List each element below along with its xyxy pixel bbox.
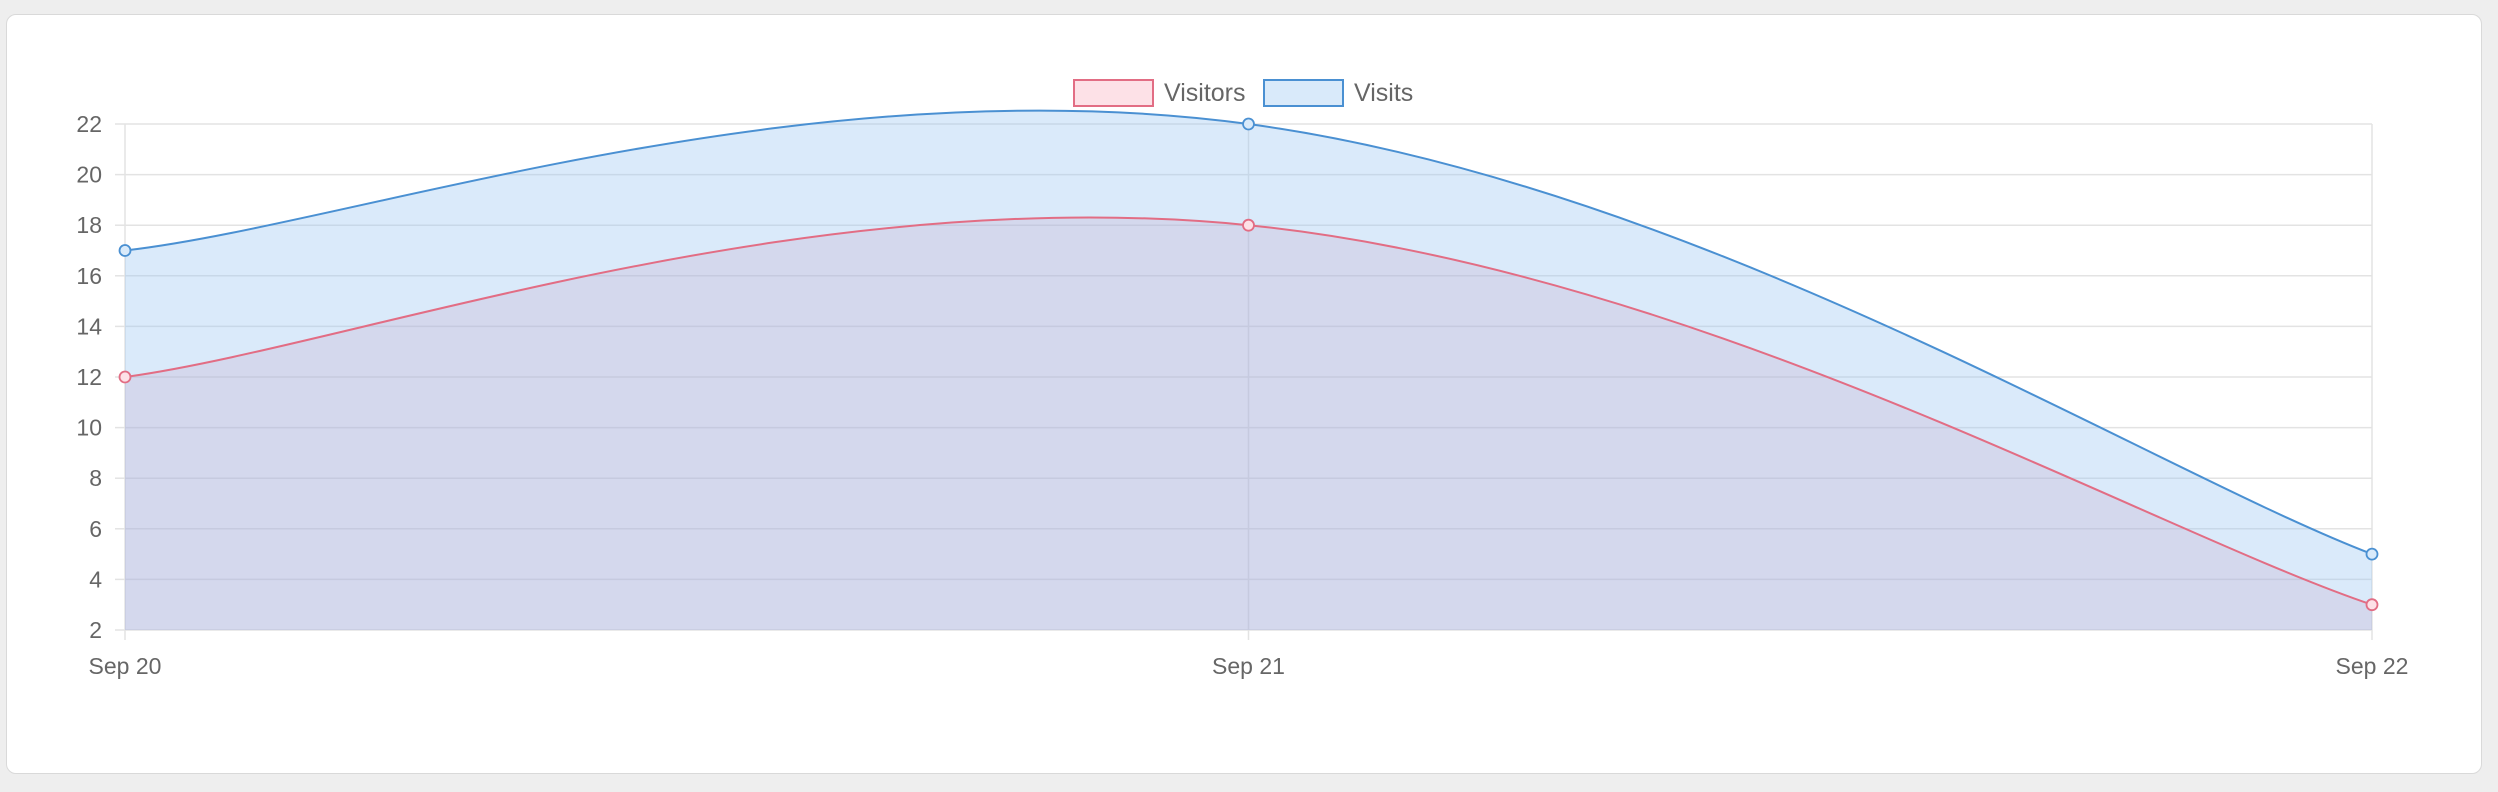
x-tick-label: Sep 22 bbox=[2336, 653, 2409, 679]
y-tick-label: 10 bbox=[76, 415, 102, 441]
legend-item-visitors[interactable]: Visitors bbox=[1073, 79, 1246, 107]
legend: Visitors Visits bbox=[1073, 79, 1413, 107]
data-points bbox=[118, 117, 2379, 612]
legend-item-visits[interactable]: Visits bbox=[1263, 79, 1413, 107]
y-tick-label: 16 bbox=[76, 263, 102, 289]
y-tick-label: 6 bbox=[89, 516, 102, 542]
y-tick-label: 12 bbox=[76, 364, 102, 390]
legend-label-visitors: Visitors bbox=[1164, 79, 1246, 107]
point-visits-0[interactable] bbox=[118, 244, 132, 257]
y-tick-label: 8 bbox=[89, 465, 102, 491]
point-visits-2[interactable] bbox=[2365, 547, 2379, 561]
point-visitors-2[interactable] bbox=[2365, 598, 2379, 612]
y-tick-label: 14 bbox=[76, 313, 102, 339]
y-tick-label: 4 bbox=[89, 566, 102, 592]
series-areas bbox=[125, 110, 2372, 631]
y-tick-label: 2 bbox=[89, 617, 102, 643]
legend-swatch-visitors bbox=[1073, 79, 1154, 107]
legend-label-visits: Visits bbox=[1354, 79, 1413, 107]
point-visitors-1[interactable] bbox=[1242, 218, 1255, 232]
grid bbox=[115, 123, 2373, 640]
point-visits-1[interactable] bbox=[1242, 117, 1255, 131]
x-tick-label: Sep 20 bbox=[89, 653, 162, 679]
chart-card bbox=[6, 14, 2482, 774]
legend-swatch-visits bbox=[1263, 79, 1344, 107]
y-tick-label: 22 bbox=[76, 111, 102, 137]
area-visits bbox=[125, 110, 2372, 631]
x-tick-label: Sep 21 bbox=[1212, 653, 1285, 679]
y-tick-label: 18 bbox=[76, 212, 102, 238]
point-visitors-0[interactable] bbox=[118, 370, 132, 384]
y-axis-ticks: 2 4 6 8 10 12 14 16 18 20 22 bbox=[76, 111, 102, 643]
y-tick-label: 20 bbox=[76, 162, 102, 188]
x-axis-ticks: Sep 20 Sep 21 Sep 22 bbox=[89, 653, 2409, 679]
area-visitors bbox=[125, 217, 2372, 630]
